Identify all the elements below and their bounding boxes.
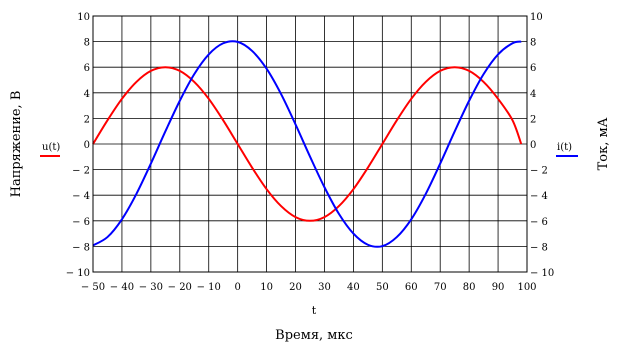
x-tick-label: − 40: [110, 282, 134, 293]
x-tick-label: 0: [234, 282, 240, 293]
x-tick-label: 80: [463, 282, 476, 293]
y-right-tick-label: 2: [530, 114, 536, 125]
y-right-tick-label: − 10: [530, 268, 554, 279]
y-right-axis-title: Ток, мА: [596, 117, 611, 170]
y-left-tick-label: 8: [84, 38, 90, 49]
y-left-tick-label: − 6: [72, 217, 90, 228]
x-axis-title: Время, мкс: [275, 328, 353, 343]
x-tick-label: 10: [260, 282, 273, 293]
y-left-tick-label: 6: [84, 63, 90, 74]
y-right-tick-label: − 4: [530, 191, 548, 202]
y-left-tick-label: − 4: [72, 191, 90, 202]
legend-i-label: i(t): [557, 142, 572, 153]
y-left-tick-label: 10: [77, 12, 90, 23]
x-variable-label: t: [312, 304, 317, 317]
x-tick-label: − 10: [197, 282, 221, 293]
y-right-tick-labels: − 10 − 8 − 6 − 4 − 2 0 2 4 6 8 10: [530, 12, 554, 279]
y-right-tick-label: 0: [530, 140, 536, 151]
y-right-tick-label: 4: [530, 89, 536, 100]
plot-frame: [92, 15, 528, 273]
series-it-line: [92, 40, 522, 248]
series-ut-line: [92, 66, 523, 222]
y-left-tick-label: 0: [84, 140, 90, 151]
y-left-tick-label: − 2: [72, 166, 90, 177]
y-right-tick-label: 10: [530, 12, 543, 23]
y-right-tick-label: − 8: [530, 242, 548, 253]
x-tick-label: − 20: [168, 282, 192, 293]
x-tick-label: 40: [347, 282, 360, 293]
y-right-tick-label: 6: [530, 63, 536, 74]
y-left-tick-label: − 8: [72, 242, 90, 253]
x-tick-label: 20: [289, 282, 302, 293]
y-left-tick-label: 4: [84, 89, 90, 100]
y-left-tick-labels: − 10 − 8 − 6 − 4 − 2 0 2 4 6 8 10: [66, 12, 90, 279]
grid: [92, 15, 528, 273]
legend-u-label: u(t): [42, 142, 60, 153]
x-tick-label: − 50: [81, 282, 105, 293]
y-right-tick-label: − 2: [530, 166, 548, 177]
y-left-tick-label: 2: [84, 114, 90, 125]
x-tick-label: 50: [376, 282, 389, 293]
y-right-tick-label: − 6: [530, 217, 548, 228]
x-tick-label: − 30: [139, 282, 163, 293]
x-tick-labels: − 50 − 40 − 30 − 20 − 10 0 10 20 30 40 50 60 70 80 90 1…: [81, 282, 537, 293]
x-tick-label: 90: [492, 282, 505, 293]
x-tick-label: 30: [318, 282, 331, 293]
x-tick-label: 60: [405, 282, 418, 293]
y-left-tick-label: − 10: [66, 268, 90, 279]
y-left-axis-title: Напряжение, В: [9, 91, 24, 198]
x-tick-label: 70: [434, 282, 447, 293]
x-tick-label: 100: [517, 282, 536, 293]
series-layer: [92, 40, 523, 248]
y-right-tick-label: 8: [530, 38, 536, 49]
